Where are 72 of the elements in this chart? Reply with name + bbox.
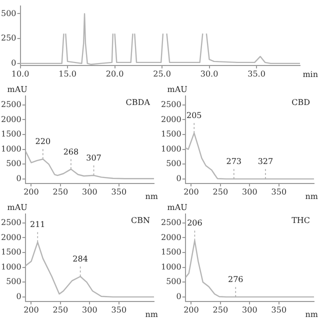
annotation: 268	[63, 147, 79, 156]
annotation: 273	[226, 157, 242, 166]
annotation: 284	[72, 254, 88, 264]
annotation: 276	[228, 275, 244, 284]
y-tick-label: 0	[176, 174, 182, 184]
x-axis-title: min	[302, 70, 318, 80]
y-axis-title: mAU	[7, 203, 28, 212]
y-tick-label: 0	[176, 292, 182, 302]
y-tick-label: 2500	[1, 100, 22, 109]
y-axis-title: mAU	[167, 203, 188, 212]
x-tick-label: 350	[111, 305, 127, 314]
chart-title: THC	[292, 216, 310, 226]
y-tick-label: 2000	[161, 114, 182, 124]
x-tick-label: 30.0	[200, 69, 218, 78]
x-tick-label: 250	[212, 305, 228, 314]
x-tick-label: 300	[82, 187, 98, 196]
y-tick-label: 250	[0, 34, 16, 43]
y-tick-label: 2000	[1, 232, 22, 242]
y-tick-label: 1500	[1, 248, 22, 257]
x-tick-label: 35.0	[248, 69, 266, 78]
y-tick-label: 1000	[1, 144, 22, 154]
x-tick-label: 300	[242, 305, 258, 314]
y-tick-label: 2000	[1, 114, 22, 124]
x-tick-label: 200	[184, 305, 199, 314]
y-axis-title: mAU	[167, 85, 188, 94]
y-axis-title: mAU	[7, 85, 28, 94]
x-tick-label: 250	[52, 187, 68, 196]
annotation: 220	[35, 137, 51, 146]
x-tick-label: 20.0	[106, 69, 124, 78]
x-tick-label: 10.0	[11, 69, 30, 78]
y-tick-label: 1500	[1, 130, 22, 139]
x-tick-label: 25.0	[153, 69, 171, 78]
x-axis-title: nm	[145, 310, 158, 320]
y-tick-label: 500	[6, 159, 22, 168]
y-tick-label: 0	[11, 58, 16, 68]
x-tick-label: 250	[212, 187, 228, 196]
y-tick-label: 2500	[161, 218, 182, 227]
y-tick-label: 2000	[161, 232, 182, 242]
annotation: 211	[30, 220, 46, 230]
x-tick-label: 350	[271, 305, 287, 314]
x-tick-label: 200	[184, 187, 199, 196]
annotation: 206	[187, 218, 202, 228]
y-tick-label: 1000	[161, 262, 182, 272]
chart-title: CBDA	[126, 98, 150, 108]
chart-title: CBD	[292, 98, 310, 108]
x-tick-label: 350	[111, 187, 127, 196]
x-axis-title: nm	[305, 310, 318, 320]
x-tick-label: 300	[82, 305, 98, 314]
y-tick-label: 1000	[161, 144, 182, 154]
y-tick-label: 2500	[1, 218, 22, 227]
x-tick-label: 250	[52, 305, 68, 314]
x-tick-label: 200	[24, 187, 39, 196]
y-tick-label: 1500	[161, 130, 182, 139]
y-tick-label: 0	[16, 292, 22, 302]
y-tick-label: 500	[0, 8, 16, 18]
y-tick-label: 2500	[161, 100, 182, 109]
y-tick-label: 1500	[161, 248, 182, 257]
y-tick-label: 500	[166, 159, 182, 168]
annotation: 307	[86, 153, 102, 162]
y-tick-label: 1000	[1, 262, 22, 272]
y-tick-label: 500	[166, 277, 182, 286]
annotation: 327	[258, 157, 274, 166]
y-tick-label: 500	[6, 277, 22, 286]
x-tick-label: 200	[24, 305, 39, 314]
y-tick-label: 0	[16, 174, 22, 184]
x-tick-label: 15.0	[58, 69, 76, 78]
x-tick-label: 300	[242, 187, 258, 196]
x-tick-label: 350	[271, 187, 287, 196]
x-axis-title: nm	[145, 192, 158, 202]
x-axis-title: nm	[305, 192, 318, 202]
annotation: 205	[186, 111, 202, 120]
chart-title: CBN	[131, 216, 150, 226]
